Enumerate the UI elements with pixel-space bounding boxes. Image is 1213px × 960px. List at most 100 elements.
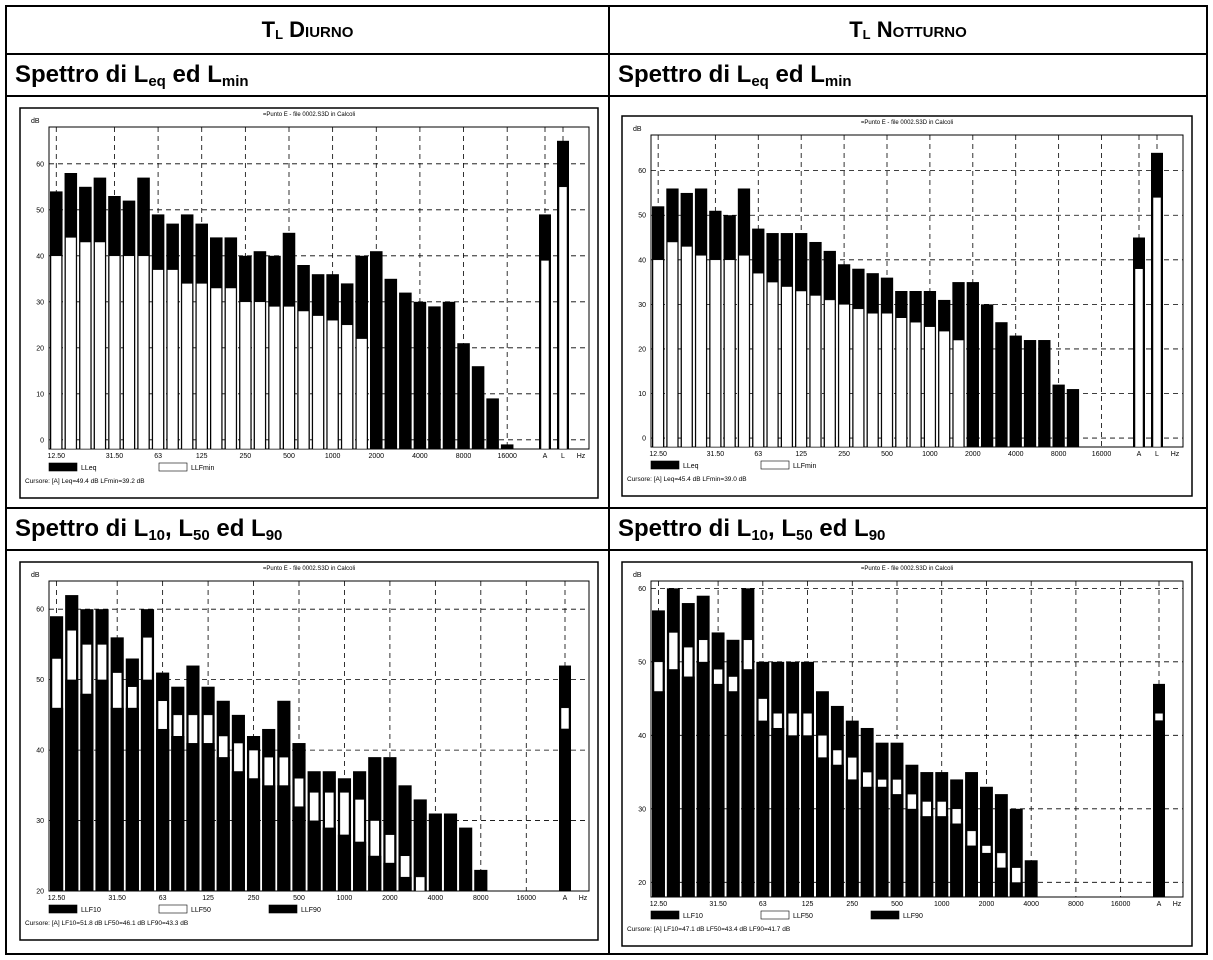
bar-l90 xyxy=(950,823,964,897)
bar-l90 xyxy=(262,785,276,891)
y-tick-label: 60 xyxy=(638,168,646,175)
bar-lmin xyxy=(652,259,664,448)
legend-swatch xyxy=(760,460,790,470)
bar-lmin xyxy=(709,259,721,448)
bar-lmin xyxy=(356,338,368,450)
bar-l90 xyxy=(666,669,680,897)
bar-lmin xyxy=(268,306,280,450)
x-tick-label: 125 xyxy=(202,895,214,902)
header-day-word: Diurno xyxy=(289,17,354,42)
bar-l90 xyxy=(920,816,934,897)
x-tick-label: 4000 xyxy=(412,453,428,460)
bar-l90 xyxy=(201,743,215,891)
bar-lmin xyxy=(867,313,879,448)
bar-lmin xyxy=(895,317,907,448)
x-tick-label: 4000 xyxy=(1023,901,1039,908)
x-tick-label: 12.50 xyxy=(48,453,66,460)
bar-l90 xyxy=(980,852,993,897)
bar-l90 xyxy=(771,727,785,897)
x-tick-label: 12.50 xyxy=(48,895,66,902)
chart-title: =Punto E - file 0002.S3D in Calcoli xyxy=(263,566,355,572)
y-tick-label: 0 xyxy=(642,436,646,443)
section-sub: 90 xyxy=(868,526,886,544)
bar-lmin xyxy=(852,308,864,448)
y-tick-label: 40 xyxy=(638,733,646,740)
bar-lmin xyxy=(108,255,120,450)
y-tick-label: 30 xyxy=(36,818,44,825)
legend-label: LLF50 xyxy=(793,913,813,920)
bar-l90 xyxy=(383,862,397,891)
x-tick-label: 125 xyxy=(196,453,208,460)
section-text: ed L xyxy=(165,61,222,88)
header-day-sub: L xyxy=(275,26,284,42)
section-sub: min xyxy=(824,72,852,90)
x-tick-label: 8000 xyxy=(1051,451,1067,458)
y-tick-label: 20 xyxy=(36,889,44,896)
x-tick-label: 1000 xyxy=(337,895,353,902)
x-tick-label: 500 xyxy=(881,451,893,458)
bar-l50 xyxy=(415,876,426,892)
x-tick-label: 500 xyxy=(283,453,295,460)
x-tick-label: 250 xyxy=(248,895,260,902)
x-tick-label: 1000 xyxy=(325,453,341,460)
y-tick-label: 50 xyxy=(638,659,646,666)
bar-l90 xyxy=(830,764,844,897)
legend-swatch xyxy=(158,462,188,472)
bar-l90 xyxy=(696,661,710,897)
bar-lmin xyxy=(953,339,964,448)
bar-broadband-lmin xyxy=(558,186,568,450)
x-tick-label: 63 xyxy=(759,901,767,908)
bar-l90 xyxy=(277,785,291,891)
bar-broadband-l10 xyxy=(1153,683,1165,897)
legend-swatch xyxy=(650,910,680,920)
x-tick-label: 31.50 xyxy=(106,453,124,460)
legend-label: LLeq xyxy=(683,463,699,470)
section-text: Spettro di L xyxy=(15,61,149,88)
x-tick-label: Hz xyxy=(1173,901,1182,908)
row-divider xyxy=(7,507,1206,509)
bar-lmin xyxy=(938,330,950,448)
x-tick-label: 12.50 xyxy=(650,901,668,908)
legend-label: LLF50 xyxy=(191,907,211,914)
bar-l90 xyxy=(186,743,200,891)
bar-leq xyxy=(413,301,427,449)
bar-broadband-lmin xyxy=(1134,268,1144,448)
bar-lmin xyxy=(65,237,77,450)
x-tick-label: 31.50 xyxy=(108,895,126,902)
bar-l90 xyxy=(935,816,949,897)
bar-leq xyxy=(1038,340,1051,447)
x-tick-label: 8000 xyxy=(1068,901,1084,908)
section-text: ed L xyxy=(209,515,266,542)
bar-lmin xyxy=(283,306,295,450)
x-tick-label: 16000 xyxy=(1111,901,1131,908)
x-tick-label: 16000 xyxy=(517,895,537,902)
bar-leq xyxy=(486,398,499,449)
section-bottom-day: Spettro di L 10, L 50 ed L 90 xyxy=(7,509,608,551)
y-axis-label: dB xyxy=(633,126,642,133)
bar-l10 xyxy=(413,799,427,891)
cursor-readout: Cursore: [A] Leq=49.4 dB LFmin=39.2 dB xyxy=(25,478,145,485)
column-divider xyxy=(608,7,610,953)
x-tick-label: 16000 xyxy=(1092,451,1112,458)
bar-l90 xyxy=(322,827,336,891)
bar-l90 xyxy=(292,806,306,891)
x-tick-label: 63 xyxy=(154,453,162,460)
bar-l90 xyxy=(994,867,1008,897)
chart-night-leq: =Punto E - file 0002.S3D in Calcoli dB 0 10… xyxy=(621,115,1193,497)
chart-day-leq: =Punto E - file 0002.S3D in Calcoli dB 0 10… xyxy=(19,107,599,499)
bar-lmin xyxy=(910,321,922,448)
section-sub: 10 xyxy=(148,526,166,544)
x-tick-label: 31.50 xyxy=(709,901,727,908)
bar-l90 xyxy=(905,808,919,897)
x-tick-label: A xyxy=(1157,901,1162,908)
bar-lmin xyxy=(752,272,764,448)
x-tick-label: 4000 xyxy=(428,895,444,902)
x-tick-label: 500 xyxy=(891,901,903,908)
section-sub: eq xyxy=(751,72,769,90)
y-tick-label: 30 xyxy=(36,299,44,306)
header-night-word: Notturno xyxy=(876,17,967,42)
x-tick-label: Hz xyxy=(577,453,586,460)
bar-lmin xyxy=(79,241,91,450)
